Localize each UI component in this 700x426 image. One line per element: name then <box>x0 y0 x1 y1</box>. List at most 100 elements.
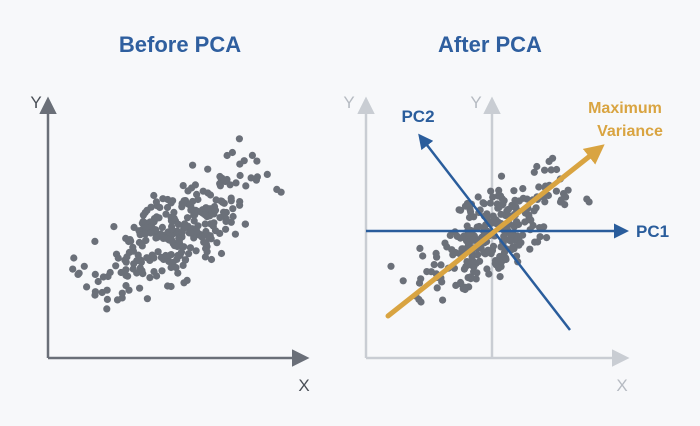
scatter-point <box>543 234 551 242</box>
scatter-point <box>430 261 438 269</box>
scatter-point <box>178 200 186 208</box>
scatter-point <box>458 245 466 253</box>
scatter-point <box>138 267 146 275</box>
scatter-point <box>474 251 482 259</box>
scatter-point <box>439 296 447 304</box>
scatter-point <box>189 161 197 169</box>
scatter-point <box>247 174 255 182</box>
scatter-point <box>167 199 175 207</box>
after-inner-y-axis-label: Y <box>470 93 481 112</box>
before-y-axis-label: Y <box>30 93 41 112</box>
scatter-point <box>229 205 237 213</box>
scatter-point <box>489 212 497 220</box>
scatter-point <box>228 148 236 157</box>
scatter-point <box>536 233 544 241</box>
scatter-point <box>468 253 476 261</box>
scatter-point <box>236 171 244 180</box>
scatter-point <box>242 182 250 190</box>
scatter-point <box>533 162 541 171</box>
scatter-point <box>583 195 591 203</box>
scatter-point <box>468 236 477 244</box>
scatter-point <box>203 248 211 256</box>
scatter-point <box>474 193 482 201</box>
scatter-point <box>495 203 503 212</box>
scatter-point <box>98 288 106 297</box>
scatter-point <box>216 182 224 190</box>
scatter-point <box>130 223 138 231</box>
scatter-point <box>483 265 491 273</box>
after-outer-y-axis-label: Y <box>343 93 354 112</box>
scatter-point <box>465 213 474 222</box>
scatter-point <box>178 228 186 236</box>
scatter-point <box>143 254 151 262</box>
scatter-point <box>473 223 481 231</box>
after-pca-title: After PCA <box>438 32 542 57</box>
scatter-point <box>190 217 198 225</box>
scatter-point <box>226 181 234 189</box>
scatter-point <box>423 268 431 276</box>
scatter-point <box>194 195 202 204</box>
scatter-point <box>489 193 497 201</box>
scatter-point <box>500 232 508 240</box>
scatter-point <box>184 187 192 195</box>
scatter-point <box>467 273 475 281</box>
scatter-point <box>236 160 244 168</box>
after-x-axis-label: X <box>616 376 627 395</box>
scatter-point <box>461 285 469 294</box>
scatter-point <box>174 269 182 277</box>
scatter-point <box>547 166 555 174</box>
scatter-point <box>181 256 189 264</box>
scatter-point <box>531 238 539 246</box>
scatter-point <box>136 284 144 292</box>
scatter-point <box>187 229 195 237</box>
pc2-label: PC2 <box>401 107 434 126</box>
scatter-point <box>519 185 527 193</box>
scatter-point <box>202 240 210 248</box>
scatter-point <box>527 216 535 224</box>
scatter-point <box>210 219 218 227</box>
scatter-point <box>519 231 527 239</box>
scatter-point <box>526 245 534 253</box>
scatter-point <box>496 273 504 281</box>
scatter-point <box>138 242 146 250</box>
scatter-point <box>235 135 243 143</box>
scatter-point <box>446 231 454 239</box>
scatter-point <box>129 243 137 251</box>
scatter-point <box>114 254 122 262</box>
scatter-point <box>204 165 212 173</box>
scatter-point <box>509 243 517 251</box>
scatter-point <box>91 237 99 245</box>
scatter-point <box>231 230 239 238</box>
scatter-point <box>416 244 424 252</box>
maximum-variance-arrow <box>385 144 605 319</box>
before-pca-title: Before PCA <box>119 32 241 57</box>
scatter-point <box>69 265 77 273</box>
scatter-point <box>467 208 475 216</box>
scatter-point <box>387 262 395 270</box>
scatter-point <box>125 248 133 256</box>
scatter-point <box>222 217 230 225</box>
scatter-point <box>433 284 441 292</box>
scatter-point <box>399 277 407 285</box>
scatter-point <box>143 206 151 214</box>
scatter-point <box>511 196 519 204</box>
scatter-point <box>415 279 424 287</box>
scatter-point <box>153 272 161 280</box>
scatter-point <box>463 222 471 230</box>
variance-label-line1: Maximum <box>588 100 662 117</box>
scatter-point <box>523 195 531 203</box>
scatter-point <box>168 225 176 233</box>
scatter-point <box>463 258 471 266</box>
scatter-point <box>91 291 99 299</box>
scatter-point <box>253 157 261 165</box>
scatter-point <box>143 295 151 303</box>
scatter-point <box>455 206 463 214</box>
scatter-point <box>263 170 271 178</box>
scatter-point <box>216 214 224 222</box>
scatter-point <box>170 214 178 222</box>
scatter-point <box>165 236 173 244</box>
scatter-point <box>94 277 102 286</box>
scatter-point <box>490 218 498 226</box>
scatter-point <box>217 249 226 258</box>
scatter-point <box>125 286 133 294</box>
